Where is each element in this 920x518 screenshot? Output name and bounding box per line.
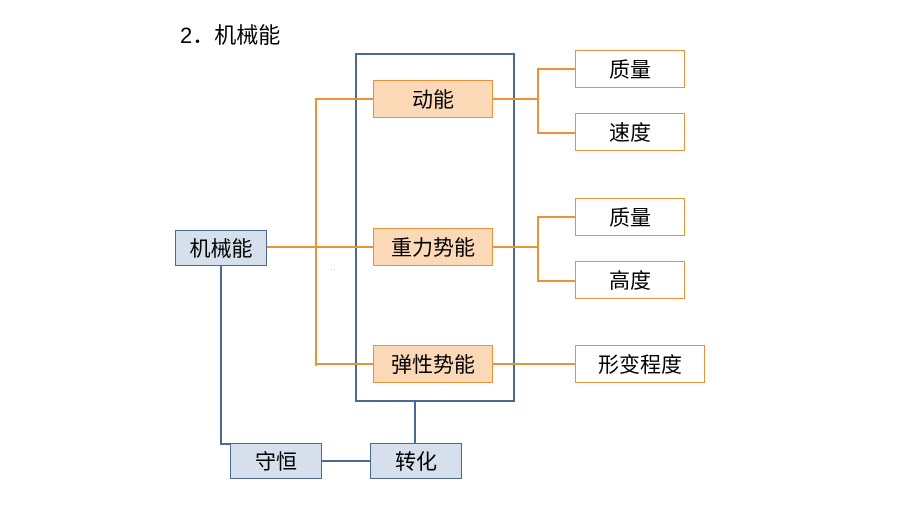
- connector-blue: [414, 402, 416, 445]
- watermark: ::: [330, 262, 336, 273]
- connector: [537, 68, 539, 134]
- node-label: 动能: [412, 84, 454, 114]
- node-conservation: 守恒: [230, 443, 322, 479]
- node-label: 机械能: [190, 233, 253, 263]
- node-kinetic-energy: 动能: [373, 80, 493, 118]
- node-label: 守恒: [255, 446, 297, 476]
- node-elastic-pe: 弹性势能: [373, 345, 493, 383]
- connector: [315, 246, 373, 248]
- node-label: 高度: [609, 265, 651, 295]
- connector: [537, 132, 575, 134]
- connector: [493, 98, 539, 100]
- node-mass-2: 质量: [575, 198, 685, 236]
- connector-blue: [220, 266, 222, 443]
- connector: [267, 246, 317, 248]
- node-deformation: 形变程度: [575, 345, 705, 383]
- connector-blue: [322, 460, 370, 462]
- connector: [537, 216, 539, 282]
- node-transformation: 转化: [370, 443, 462, 479]
- node-mechanical-energy: 机械能: [175, 230, 267, 266]
- connector: [493, 363, 575, 365]
- node-label: 速度: [609, 117, 651, 147]
- connector: [537, 216, 575, 218]
- node-label: 转化: [395, 446, 437, 476]
- node-gravitational-pe: 重力势能: [373, 228, 493, 266]
- connector: [493, 246, 539, 248]
- node-label: 重力势能: [391, 232, 475, 262]
- node-label: 形变程度: [598, 349, 682, 379]
- connector: [537, 68, 575, 70]
- node-mass-1: 质量: [575, 50, 685, 88]
- connector: [537, 280, 575, 282]
- section-title: 2．机械能: [180, 18, 280, 50]
- node-label: 弹性势能: [391, 349, 475, 379]
- connector: [315, 98, 373, 100]
- node-label: 质量: [609, 54, 651, 84]
- connector: [315, 363, 373, 365]
- node-label: 质量: [609, 202, 651, 232]
- node-velocity: 速度: [575, 113, 685, 151]
- node-height: 高度: [575, 261, 685, 299]
- connector: [315, 98, 317, 366]
